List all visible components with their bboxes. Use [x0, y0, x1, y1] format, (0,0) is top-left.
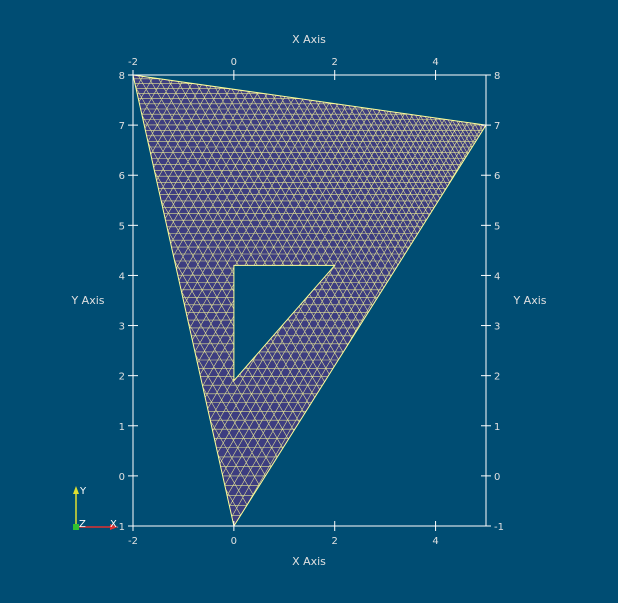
orient-z-label: Z	[79, 519, 86, 530]
orient-x-label: X	[110, 519, 117, 530]
y-axis-label-left: Y Axis	[70, 294, 104, 307]
y-tick-label-right: 3	[494, 322, 500, 333]
y-tick-label-left: 5	[119, 221, 125, 232]
x-tick-label-bottom: 4	[432, 536, 438, 547]
y-tick-label-right: 7	[494, 121, 500, 132]
mesh-fill	[133, 75, 486, 526]
x-tick-label-top: 4	[432, 57, 438, 68]
x-tick-label-top: -2	[128, 57, 138, 68]
axes-box: -2 -2 0 0 2 2 4 4 -1 -1 0 0 1 1 2 2 3 3 4 4 5 5 6 6 7 7 8 8	[115, 57, 504, 547]
x-tick-label-bottom: 0	[231, 536, 237, 547]
mesh-outline	[132, 74, 487, 528]
y-tick-label-left: 3	[119, 322, 125, 333]
y-tick-label-right: 1	[494, 422, 500, 433]
y-tick-label-left: 6	[119, 171, 125, 182]
x-tick-label-bottom: 2	[332, 536, 338, 547]
y-tick-label-right: 5	[494, 221, 500, 232]
y-tick-label-left: 1	[119, 422, 125, 433]
x-axis-label-bottom: X Axis	[292, 555, 326, 568]
orient-x-arrowhead	[110, 524, 118, 530]
y-tick-label-right: -1	[494, 522, 504, 533]
y-tick-label-right: 0	[494, 472, 500, 483]
y-tick-label-left: -1	[115, 522, 125, 533]
x-tick-label-bottom: -2	[128, 536, 138, 547]
orient-z-marker	[73, 524, 79, 530]
y-tick-label-left: 4	[119, 271, 125, 282]
y-tick-label-right: 4	[494, 271, 500, 282]
orient-y-arrowhead	[73, 486, 79, 494]
y-tick-label-right: 8	[494, 71, 500, 82]
y-tick-label-left: 7	[119, 121, 125, 132]
y-tick-label-left: 2	[119, 372, 125, 383]
y-tick-label-right: 6	[494, 171, 500, 182]
y-tick-label-right: 2	[494, 372, 500, 383]
y-axis-label-right: Y Axis	[512, 294, 546, 307]
y-tick-label-left: 8	[119, 71, 125, 82]
x-tick-label-top: 0	[231, 57, 237, 68]
orient-y-label: Y	[79, 486, 87, 497]
orientation-axes-widget: Y Z X	[73, 486, 118, 530]
x-axis-label-top: X Axis	[292, 33, 326, 46]
x-tick-label-top: 2	[332, 57, 338, 68]
y-tick-label-left: 0	[119, 472, 125, 483]
